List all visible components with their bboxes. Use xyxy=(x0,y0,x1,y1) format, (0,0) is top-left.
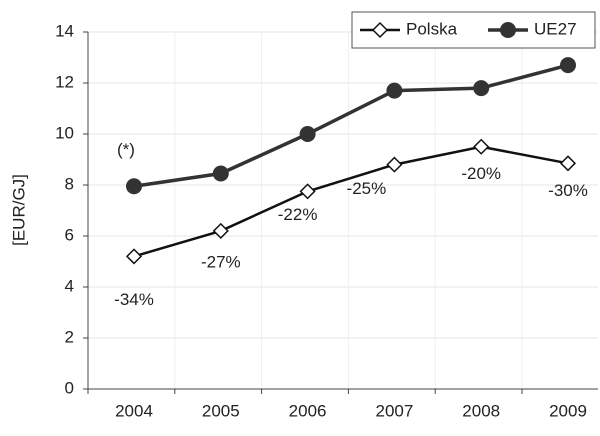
note: (*) xyxy=(117,140,135,159)
y-tick-label: 14 xyxy=(55,21,74,40)
annotation: -25% xyxy=(347,179,387,198)
marker xyxy=(212,165,229,182)
y-tick-label: 12 xyxy=(55,72,74,91)
marker xyxy=(299,183,316,200)
legend-item: Polska xyxy=(360,19,458,38)
y-tick-label: 4 xyxy=(65,276,74,295)
x-tick-label: 2008 xyxy=(462,401,500,420)
annotation: -20% xyxy=(461,164,501,183)
y-tick-label: 6 xyxy=(65,225,74,244)
y-tick-label: 10 xyxy=(55,123,74,142)
line xyxy=(133,63,569,189)
marker xyxy=(386,156,403,173)
y-tick-label: 0 xyxy=(65,378,74,397)
x-tick-label: 2004 xyxy=(115,401,153,420)
x-tick-label: 2007 xyxy=(375,401,413,420)
y-tick-label: 2 xyxy=(65,327,74,346)
annotation: -27% xyxy=(201,252,241,271)
marker xyxy=(212,222,229,239)
marker xyxy=(126,178,142,195)
series xyxy=(126,57,576,195)
annotation: -34% xyxy=(114,290,154,309)
x-tick-label: 2006 xyxy=(289,401,327,420)
y-axis-label: [EUR/GJ] xyxy=(9,174,28,246)
marker xyxy=(559,155,577,172)
x-tick-label: 2005 xyxy=(202,401,240,420)
annotation: -30% xyxy=(548,181,588,200)
marker xyxy=(473,138,490,155)
marker xyxy=(386,82,403,99)
series xyxy=(125,138,577,265)
y-tick-label: 8 xyxy=(65,174,74,193)
legend-marker xyxy=(500,22,516,38)
marker xyxy=(560,57,576,74)
line xyxy=(133,145,569,258)
marker xyxy=(125,248,143,265)
legend-marker xyxy=(371,21,389,39)
marker xyxy=(299,126,316,142)
legend-label: Polska xyxy=(406,19,458,38)
annotation: -22% xyxy=(278,205,318,224)
legend-item: UE27 xyxy=(488,19,577,38)
x-tick-label: 2009 xyxy=(549,401,587,420)
legend-label: UE27 xyxy=(534,19,577,38)
marker xyxy=(473,80,490,97)
